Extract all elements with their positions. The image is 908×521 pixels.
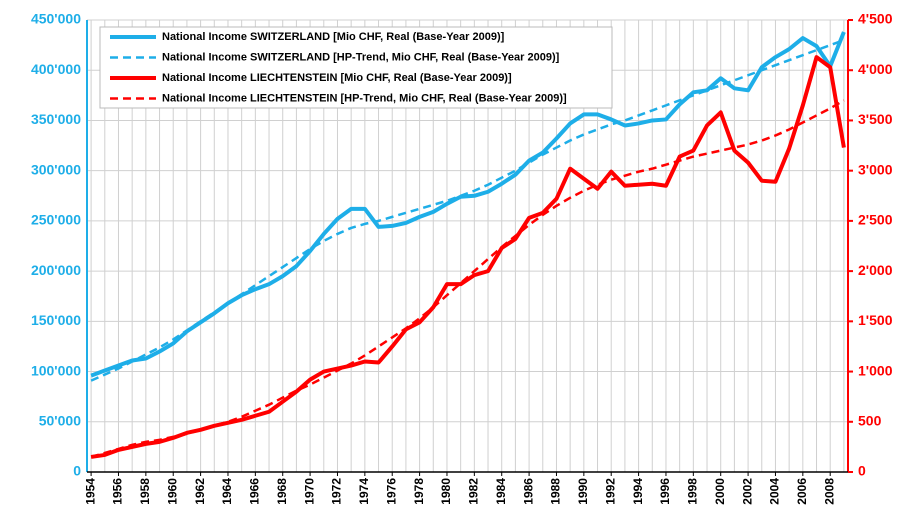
x-tick-label: 1990 [576,478,590,505]
y-tick-label: 100'000 [31,362,81,378]
y-tick-label: 200'000 [31,262,81,278]
y2-tick-label: 4'000 [858,61,893,77]
x-tick-label: 2008 [822,478,836,505]
y-tick-label: 400'000 [31,61,81,77]
y2-tick-label: 3'000 [858,161,893,177]
x-tick-label: 1992 [603,478,617,505]
x-tick-label: 1994 [631,478,645,505]
y-tick-label: 450'000 [31,11,81,27]
y-tick-label: 300'000 [31,161,81,177]
x-tick-label: 1980 [439,478,453,505]
y-tick-label: 150'000 [31,312,81,328]
y2-tick-label: 1'500 [858,312,893,328]
y2-tick-label: 4'500 [858,11,893,27]
x-tick-label: 2004 [768,478,782,505]
x-tick-label: 1966 [248,478,262,505]
x-tick-label: 1974 [357,478,371,505]
x-tick-label: 1988 [549,478,563,505]
y2-tick-label: 2'000 [858,262,893,278]
x-tick-label: 1960 [165,478,179,505]
y-tick-label: 350'000 [31,111,81,127]
series-line [90,99,845,459]
legend-label: National Income SWITZERLAND [HP-Trend, M… [162,51,560,63]
x-tick-label: 1964 [220,478,234,505]
y2-tick-label: 3'500 [858,111,893,127]
y2-tick-label: 0 [858,463,866,479]
x-tick-label: 1962 [193,478,207,505]
y2-tick-label: 1'000 [858,362,893,378]
x-tick-label: 1956 [111,478,125,505]
x-tick-label: 2006 [795,478,809,505]
y-tick-label: 250'000 [31,212,81,228]
x-tick-label: 1958 [138,478,152,505]
y-tick-label: 50'000 [39,412,81,428]
series-line [90,38,845,382]
legend-label: National Income LIECHTENSTEIN [HP-Trend,… [162,92,567,104]
x-tick-label: 1968 [275,478,289,505]
legend-box [99,26,613,109]
x-tick-label: 1978 [412,478,426,505]
x-tick-label: 1976 [384,478,398,505]
x-tick-label: 2000 [713,478,727,505]
y2-tick-label: 500 [858,412,882,428]
legend-label: National Income LIECHTENSTEIN [Mio CHF, … [162,72,512,84]
y2-tick-label: 2'500 [858,212,893,228]
x-tick-label: 1986 [521,478,535,505]
x-tick-label: 1954 [83,478,97,505]
series-line [90,55,846,459]
x-tick-label: 1998 [686,478,700,505]
x-tick-label: 2002 [740,478,754,505]
x-tick-label: 1996 [658,478,672,505]
y-tick-label: 0 [73,463,81,479]
legend-label: National Income SWITZERLAND [Mio CHF, Re… [162,31,505,43]
x-tick-label: 1972 [330,478,344,505]
x-tick-label: 1984 [494,478,508,505]
x-tick-label: 1982 [467,478,481,505]
x-tick-label: 1970 [302,478,316,505]
